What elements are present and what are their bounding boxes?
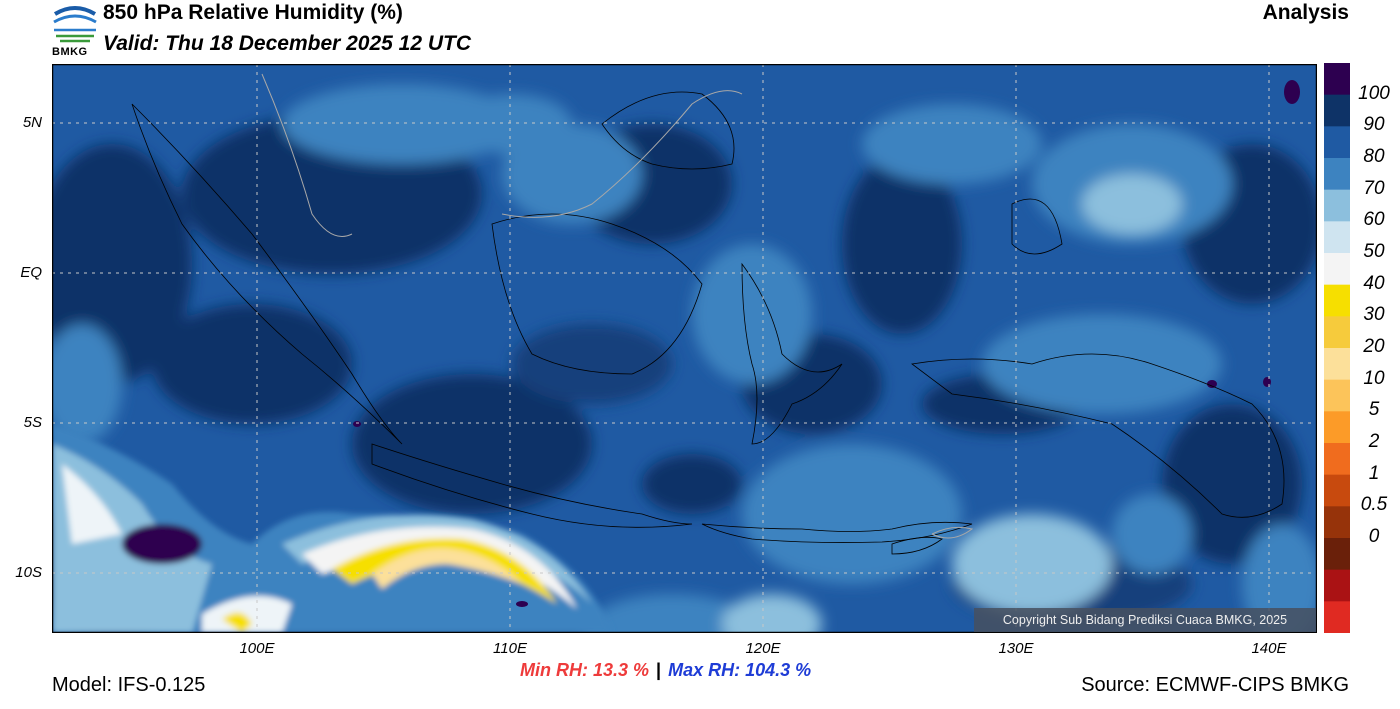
- colorbar-swatch: [1324, 126, 1350, 159]
- dry-plume: [52, 424, 612, 633]
- colorbar-label: 40: [1363, 272, 1385, 294]
- min-rh: Min RH: 13.3 %: [520, 660, 650, 680]
- max-rh: Max RH: 104.3 %: [668, 660, 812, 680]
- rh-stats: Min RH: 13.3 % | Max RH: 104.3 %: [520, 660, 811, 681]
- lon-label-140e: 140E: [1251, 640, 1287, 657]
- colorbar-label: 0.5: [1360, 494, 1388, 516]
- gridlines: [52, 64, 1317, 633]
- colorbar-swatch: [1324, 221, 1350, 254]
- lon-label-120e: 120E: [745, 640, 781, 657]
- colorbar-swatch: [1324, 284, 1350, 317]
- humidity-map: [52, 64, 1317, 633]
- lat-label-eq: EQ: [20, 264, 42, 281]
- colorbar-swatch: [1324, 474, 1350, 507]
- colorbar-swatch: [1324, 158, 1350, 191]
- colorbar-label: 2: [1368, 431, 1380, 452]
- stats-separator: |: [656, 660, 662, 680]
- colorbar-label: 50: [1363, 241, 1385, 262]
- colorbar-swatch: [1324, 379, 1350, 412]
- borders: [261, 73, 974, 539]
- copyright-notice: Copyright Sub Bidang Prediksi Cuaca BMKG…: [974, 608, 1316, 632]
- lon-label-110e: 110E: [493, 640, 527, 657]
- colorbar-swatch: [1324, 348, 1350, 381]
- lat-label-5s: 5S: [23, 414, 42, 431]
- lat-label-10s: 10S: [15, 564, 42, 581]
- colorbar-swatch: [1324, 411, 1350, 444]
- lon-label-130e: 130E: [998, 640, 1034, 657]
- colorbar-swatch: [1324, 63, 1350, 96]
- colorbar-label: 10: [1363, 367, 1385, 389]
- colorbar-label: 20: [1363, 336, 1385, 357]
- colorbar-label: 1: [1368, 462, 1380, 484]
- colorbar-label: 30: [1363, 304, 1385, 326]
- colorbar-label: 0: [1368, 526, 1380, 547]
- colorbar-swatch: [1324, 538, 1350, 571]
- product-label: Analysis: [1262, 1, 1349, 24]
- colorbar-label: 70: [1363, 177, 1385, 199]
- colorbar-swatch: [1324, 189, 1350, 222]
- colorbar-label: 60: [1363, 209, 1385, 231]
- source-label: Source: ECMWF-CIPS BMKG: [1081, 674, 1349, 696]
- colorbar-swatch: [1324, 569, 1350, 602]
- colorbar-swatch: [1324, 94, 1350, 127]
- colorbar-swatch: [1324, 316, 1350, 349]
- lat-label-5n: 5N: [22, 114, 42, 131]
- colorbar-swatch: [1324, 506, 1350, 539]
- chart-title: 850 hPa Relative Humidity (%): [103, 1, 403, 24]
- colorbar-swatch: [1324, 443, 1350, 476]
- colorbar-swatch: [1324, 601, 1350, 633]
- colorbar-label: 90: [1363, 114, 1385, 136]
- lon-label-100e: 100E: [239, 640, 275, 657]
- colorbar-label: 80: [1363, 146, 1385, 167]
- logo-text: BMKG: [52, 46, 88, 58]
- colorbar-label: 5: [1368, 399, 1380, 421]
- max-rh-spots: [353, 80, 1300, 607]
- colorbar: [1324, 63, 1350, 633]
- coastlines: [131, 91, 1285, 555]
- valid-time: Valid: Thu 18 December 2025 12 UTC: [103, 32, 472, 55]
- colorbar-swatch: [1324, 253, 1350, 286]
- bmkg-logo: [53, 2, 97, 46]
- model-label: Model: IFS-0.125: [52, 674, 206, 696]
- colorbar-label: 100: [1358, 82, 1390, 104]
